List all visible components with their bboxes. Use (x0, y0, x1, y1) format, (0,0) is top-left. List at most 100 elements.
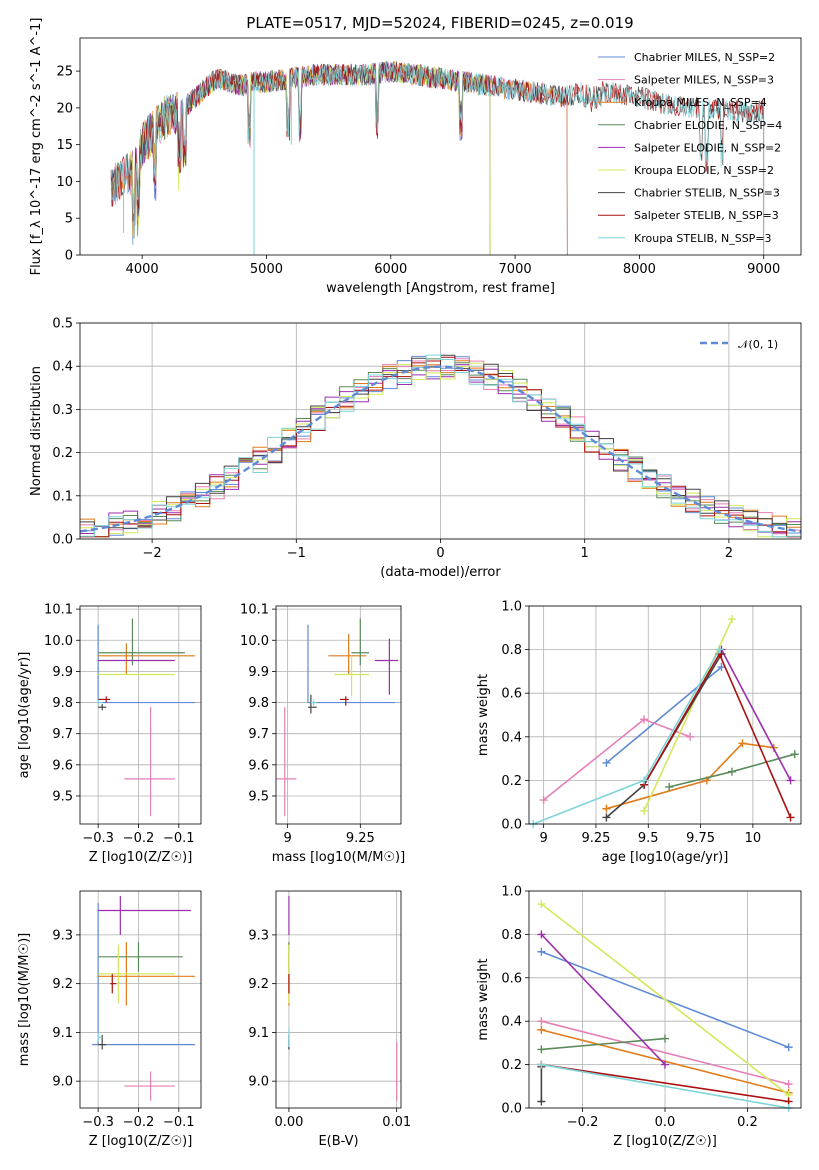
weight-point-marker (738, 739, 747, 748)
y-tick-label: 0.8 (501, 643, 522, 658)
y-tick-label: 9.0 (52, 1075, 73, 1090)
x-axis-label: Z [log10(Z/Z☉)] (89, 1134, 193, 1149)
x-tick-label: 1 (581, 546, 589, 561)
y-axis-label: Normed distribution (29, 366, 44, 496)
weight-point-marker (640, 776, 649, 785)
histogram-step (80, 356, 801, 538)
y-axis-label: Flux [f_λ 10^-17 erg cm^-2 s^-1 A^-1] (29, 18, 44, 276)
x-axis-label: age [log10(age/yr)] (602, 850, 729, 865)
x-tick-label: −0.1 (163, 831, 195, 846)
weight-series-line (541, 1063, 789, 1109)
y-tick-label: 9.8 (248, 696, 269, 711)
y-tick-label: 9.5 (248, 789, 269, 804)
weight-point-marker (537, 1045, 546, 1054)
y-axis-label: mass weight (476, 958, 491, 1040)
y-axis-label: age [log10(age/yr)] (17, 652, 32, 779)
y-tick-label: 9.7 (52, 727, 73, 742)
x-tick-label: −0.2 (567, 1115, 599, 1130)
x-axis-label: mass [log10(M/M☉)] (272, 850, 405, 865)
plot-frame (79, 890, 202, 1109)
weight-point-marker (727, 615, 736, 624)
y-tick-label: 0.0 (52, 533, 73, 548)
plot-frame (79, 605, 202, 825)
panel-weight-vs-age: 9 9.25 9.5 9.75 10 0.0 0.2 0.4 0.6 0.8 1.0 age [log… (476, 600, 802, 865)
weight-point-marker (539, 796, 548, 805)
weight-point-marker (537, 900, 546, 909)
spectrum-line (110, 61, 765, 255)
y-tick-label: 0.6 (501, 971, 522, 986)
y-tick-label: 9.5 (52, 789, 73, 804)
legend-label: 𝒩(0, 1) (738, 338, 778, 351)
legend-label: Salpeter STELIB, N_SSP=3 (634, 209, 779, 222)
x-tick-label: 9.25 (581, 831, 610, 846)
y-tick-label: 0.2 (501, 1058, 522, 1073)
spectrum-line (129, 62, 491, 256)
y-tick-label: 20 (56, 101, 73, 116)
weight-point-marker (784, 1043, 793, 1052)
y-tick-label: 9.9 (52, 665, 73, 680)
y-tick-label: 0.3 (52, 403, 73, 418)
x-tick-label: 0 (436, 546, 444, 561)
x-tick-label: −1 (287, 546, 306, 561)
panel-residuals: −2 −1 0 1 2 0.0 0.1 0.2 0.3 0.4 0.5 (data-model)/er… (29, 317, 802, 580)
weight-point-marker (537, 1017, 546, 1026)
y-tick-label: 9.3 (52, 928, 73, 943)
x-tick-label: 2 (725, 546, 733, 561)
y-tick-label: 5 (65, 212, 73, 227)
y-tick-label: 9.6 (248, 758, 269, 773)
plot-frame (275, 890, 402, 1109)
y-tick-label: 9.2 (248, 977, 269, 992)
spectrum-line (110, 62, 765, 255)
x-tick-label: 0.0 (655, 1115, 676, 1130)
weight-point-marker (640, 715, 649, 724)
x-tick-label: 9.25 (346, 831, 375, 846)
x-tick-label: 6000 (374, 262, 407, 277)
y-tick-label: 10.1 (44, 603, 73, 618)
weight-point-marker (786, 813, 795, 822)
legend-label: Chabrier ELODIE, N_SSP=4 (634, 119, 782, 132)
y-tick-label: 9.2 (52, 977, 73, 992)
x-tick-label: 9.5 (638, 831, 659, 846)
weight-point-marker (717, 663, 726, 672)
legend-label: Salpeter MILES, N_SSP=3 (634, 74, 774, 87)
y-tick-label: 0 (65, 249, 73, 264)
y-tick-label: 9.7 (248, 727, 269, 742)
weight-point-marker (686, 732, 695, 741)
y-tick-label: 9.1 (52, 1026, 73, 1041)
plot-frame (528, 890, 802, 1109)
x-tick-label: 9 (283, 831, 291, 846)
figure-title: PLATE=0517, MJD=52024, FIBERID=0245, z=0… (246, 14, 633, 32)
y-tick-label: 0.5 (52, 317, 73, 332)
plot-frame (79, 322, 802, 540)
x-tick-label: −0.2 (123, 831, 155, 846)
legend-label: Chabrier MILES, N_SSP=2 (634, 51, 775, 64)
x-tick-label: 10 (745, 831, 762, 846)
y-tick-label: 0.8 (501, 928, 522, 943)
legend-label: Salpeter ELODIE, N_SSP=2 (634, 141, 781, 154)
weight-point-marker (727, 767, 736, 776)
weight-series-line (541, 1063, 789, 1103)
y-axis-label: mass weight (476, 674, 491, 756)
weight-series-line (540, 903, 790, 1096)
weight-point-marker (537, 1097, 546, 1106)
y-tick-label: 0.4 (52, 360, 73, 375)
weight-series-line (541, 1037, 666, 1051)
x-tick-label: 0.01 (382, 1115, 411, 1130)
weight-point-marker (602, 813, 611, 822)
x-axis-label: (data-model)/error (380, 565, 501, 580)
y-tick-label: 9.9 (248, 665, 269, 680)
y-tick-label: 0.4 (501, 730, 522, 745)
y-tick-label: 25 (56, 65, 73, 80)
panel-age-vs-Z: −0.3 −0.2 −0.1 9.5 9.6 9.7 9.8 9.9 10.0 10.1 Z [lo… (17, 603, 202, 865)
weight-point-marker (784, 1080, 793, 1089)
panel-mass-vs-ebv: 0.00 0.01 9.0 9.1 9.2 9.3 E(B-V) (248, 890, 411, 1149)
x-tick-label: 5000 (250, 262, 283, 277)
legend-label: Kroupa MILES, N_SSP=4 (634, 96, 767, 109)
x-tick-label: −0.1 (163, 1115, 195, 1130)
x-tick-label: 9.75 (686, 831, 715, 846)
normal-reference-curve (79, 365, 802, 533)
panel-mass-vs-Z: −0.3 −0.2 −0.1 9.0 9.1 9.2 9.3 Z [log10(Z/Z☉)] m… (17, 890, 202, 1149)
weight-point-marker (661, 1060, 669, 1069)
y-tick-label: 9.8 (52, 696, 73, 711)
